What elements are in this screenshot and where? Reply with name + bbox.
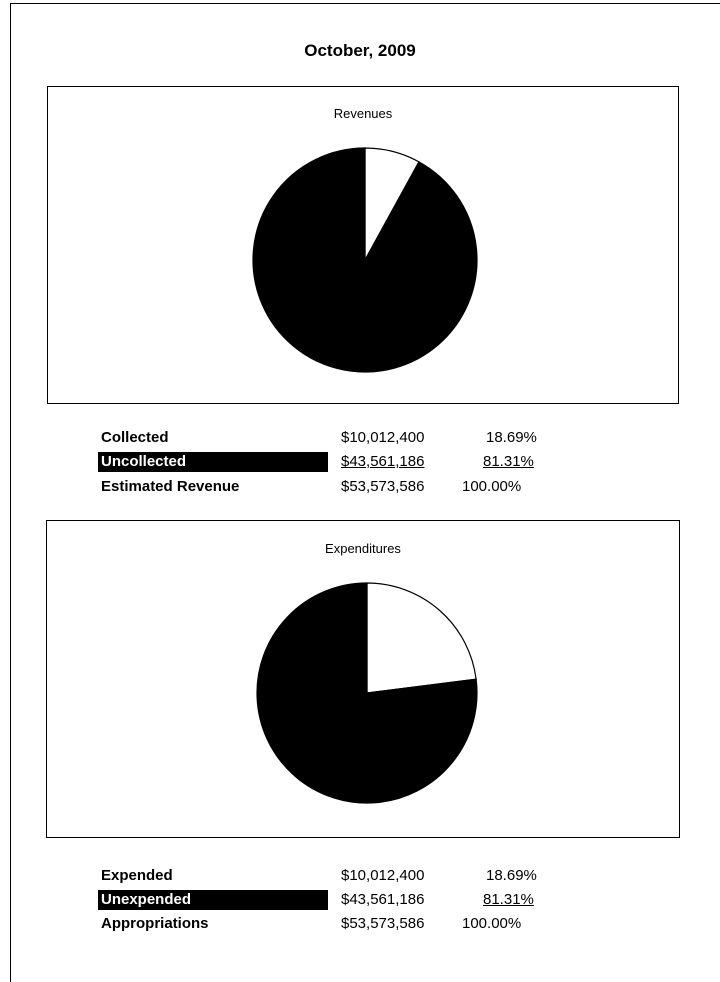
- row-percent: 100.00%: [462, 915, 522, 932]
- table-row: Unexpended $43,561,186 81.31%: [0, 890, 720, 910]
- page-border-left: [10, 3, 11, 982]
- row-label: Collected: [101, 429, 169, 446]
- row-label: Unexpended: [98, 890, 328, 910]
- table-row: Uncollected $43,561,186 81.31%: [0, 452, 720, 472]
- pie-slice-uncollected: [252, 147, 478, 373]
- row-percent: 18.69%: [486, 429, 537, 446]
- row-label: Expended: [101, 867, 173, 884]
- row-label: Estimated Revenue: [101, 478, 240, 495]
- row-amount: $53,573,586: [341, 478, 425, 495]
- pie-slice-unexpended: [256, 582, 478, 804]
- row-label: Uncollected: [98, 452, 328, 472]
- revenues-chart-title: Revenues: [333, 106, 393, 121]
- row-amount: $10,012,400: [341, 867, 425, 884]
- table-row: Expended $10,012,400 18.69%: [0, 866, 720, 885]
- row-amount: $43,561,186: [341, 891, 425, 908]
- row-percent: 81.31%: [483, 453, 534, 470]
- revenues-pie: [252, 147, 478, 373]
- pie-slice-expended: [366, 582, 477, 694]
- row-amount: $53,573,586: [341, 915, 425, 932]
- row-amount: $43,561,186: [341, 453, 425, 470]
- table-row: Collected $10,012,400 18.69%: [0, 428, 720, 447]
- revenues-chart: Revenues: [47, 86, 679, 404]
- expenditures-pie: [256, 582, 478, 804]
- expenditures-chart-title: Expenditures: [325, 541, 401, 556]
- table-row: Estimated Revenue $53,573,586 100.00%: [0, 477, 720, 496]
- row-percent: 81.31%: [483, 891, 534, 908]
- row-percent: 18.69%: [486, 867, 537, 884]
- report-title: October, 2009: [304, 41, 416, 60]
- row-label: Appropriations: [101, 915, 209, 932]
- expenditures-chart: Expenditures: [46, 520, 680, 838]
- page-border-top: [10, 3, 720, 4]
- row-percent: 100.00%: [462, 478, 522, 495]
- row-amount: $10,012,400: [341, 429, 425, 446]
- table-row: Appropriations $53,573,586 100.00%: [0, 914, 720, 933]
